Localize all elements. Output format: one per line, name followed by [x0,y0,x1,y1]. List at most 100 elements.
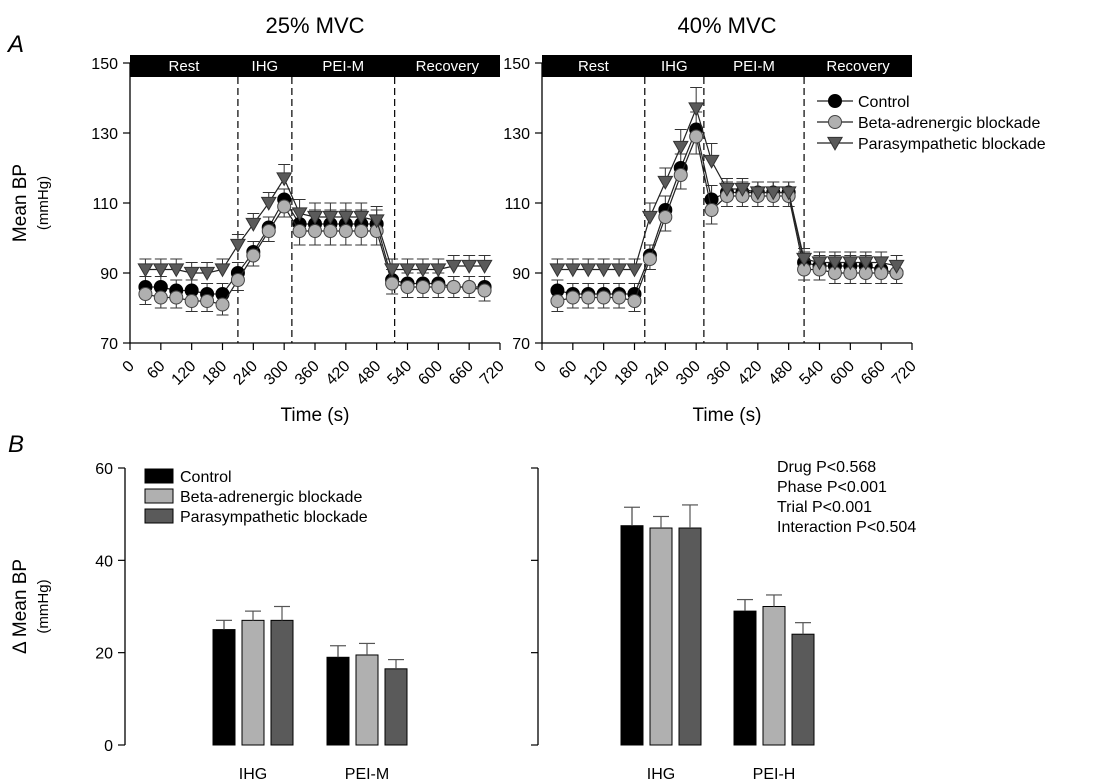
bar [241,619,265,746]
bar [270,619,294,746]
legend-label: Control [858,94,910,111]
legend-marker [828,94,842,108]
y-axis-unit: (mmHg) [35,579,52,633]
data-point [215,297,230,312]
data-point [153,290,168,305]
bar [326,656,350,746]
x-tick-label: 420 [735,358,766,389]
data-point [718,182,736,197]
data-point [291,207,308,222]
legend-label: Beta-adrenergic blockade [180,489,362,506]
bar [620,525,644,746]
data-point [826,256,843,271]
y-tick-label: 150 [503,56,530,73]
data-point [734,182,751,197]
data-point [184,294,199,308]
data-point [765,186,782,201]
legend-marker [828,115,842,129]
data-point [338,224,353,238]
data-point [796,252,813,267]
x-tick-label: 540 [384,358,415,389]
data-point [137,263,154,278]
data-point [857,256,874,271]
series-1 [138,199,492,316]
y-tick-label: 20 [95,646,113,663]
data-point [214,263,231,278]
data-point [400,280,415,294]
x-tick-label: 120 [169,358,200,389]
stat-line: Phase P<0.001 [777,479,887,496]
phase-label-1: IHG [252,58,279,75]
bar [649,527,673,746]
data-point [581,290,596,305]
x-tick-label: 60 [556,358,581,383]
x-tick-label: 300 [673,358,704,389]
data-point [461,259,478,274]
data-point [626,263,643,278]
data-point [152,263,169,278]
data-point [322,210,339,225]
y-tick-label: 90 [100,266,118,283]
data-point [549,263,566,278]
data-point [688,102,705,117]
y-tick-label: 90 [512,266,530,283]
legend-label: Parasympathetic blockade [180,509,368,526]
data-point [260,196,277,211]
data-point [430,263,447,278]
data-point [385,276,400,291]
data-point [564,263,581,278]
x-tick-label: 240 [642,358,673,389]
x-tick-label: 600 [415,358,446,389]
data-point [308,224,322,238]
chart-title: 40% MVC [677,13,776,38]
data-point [431,280,446,294]
phase-label-3: Recovery [826,58,890,75]
series-2 [137,164,493,281]
data-point [384,263,401,278]
y-tick-label: 150 [91,56,118,73]
data-point [261,224,276,238]
data-point [445,259,462,274]
x-tick-label: 720 [889,358,920,389]
x-tick-label: 0 [532,358,550,376]
data-point [627,294,642,308]
data-point [168,263,185,278]
data-point [277,199,292,214]
bar [762,606,786,746]
data-point [672,140,689,155]
data-point [780,186,797,201]
data-point [399,263,416,278]
bar-chart-left: 0 20 40 60 Δ Mean BP (mmHg) IHG PEI-M [10,461,408,783]
legend-swatch [144,468,174,484]
y-axis-title: Δ Mean BP [10,559,31,654]
stats-box: Drug P<0.568 Phase P<0.001 Trial P<0.001 In… [777,459,916,536]
y-tick-label: 0 [104,738,113,755]
data-point [229,238,246,253]
x-tick-label: 480 [354,358,385,389]
bar-chart-right: IHG PEI-H [531,467,815,783]
series-2 [549,87,905,278]
data-point [749,186,766,201]
data-point [138,287,153,301]
legend-line-chart: Control Beta-adrenergic blockade Parasympa… [817,94,1046,153]
data-point [415,280,430,294]
data-point [842,256,859,271]
legend-label: Control [180,469,232,486]
bar [355,654,379,746]
data-point [462,280,477,294]
legend-swatch [144,488,174,504]
data-point [658,210,673,224]
y-tick-label: 40 [95,553,113,570]
phase-label-0: Rest [578,58,610,75]
y-tick-label: 110 [92,196,118,213]
x-tick-label: 0 [120,358,138,376]
x-tick-label: 180 [199,358,230,389]
data-point [368,214,385,229]
data-point [200,294,215,308]
x-tick-label: 420 [323,358,354,389]
data-point [477,283,492,298]
data-point [476,259,493,274]
panel-label-a: A [6,31,24,58]
stat-line: Interaction P<0.504 [777,519,916,536]
